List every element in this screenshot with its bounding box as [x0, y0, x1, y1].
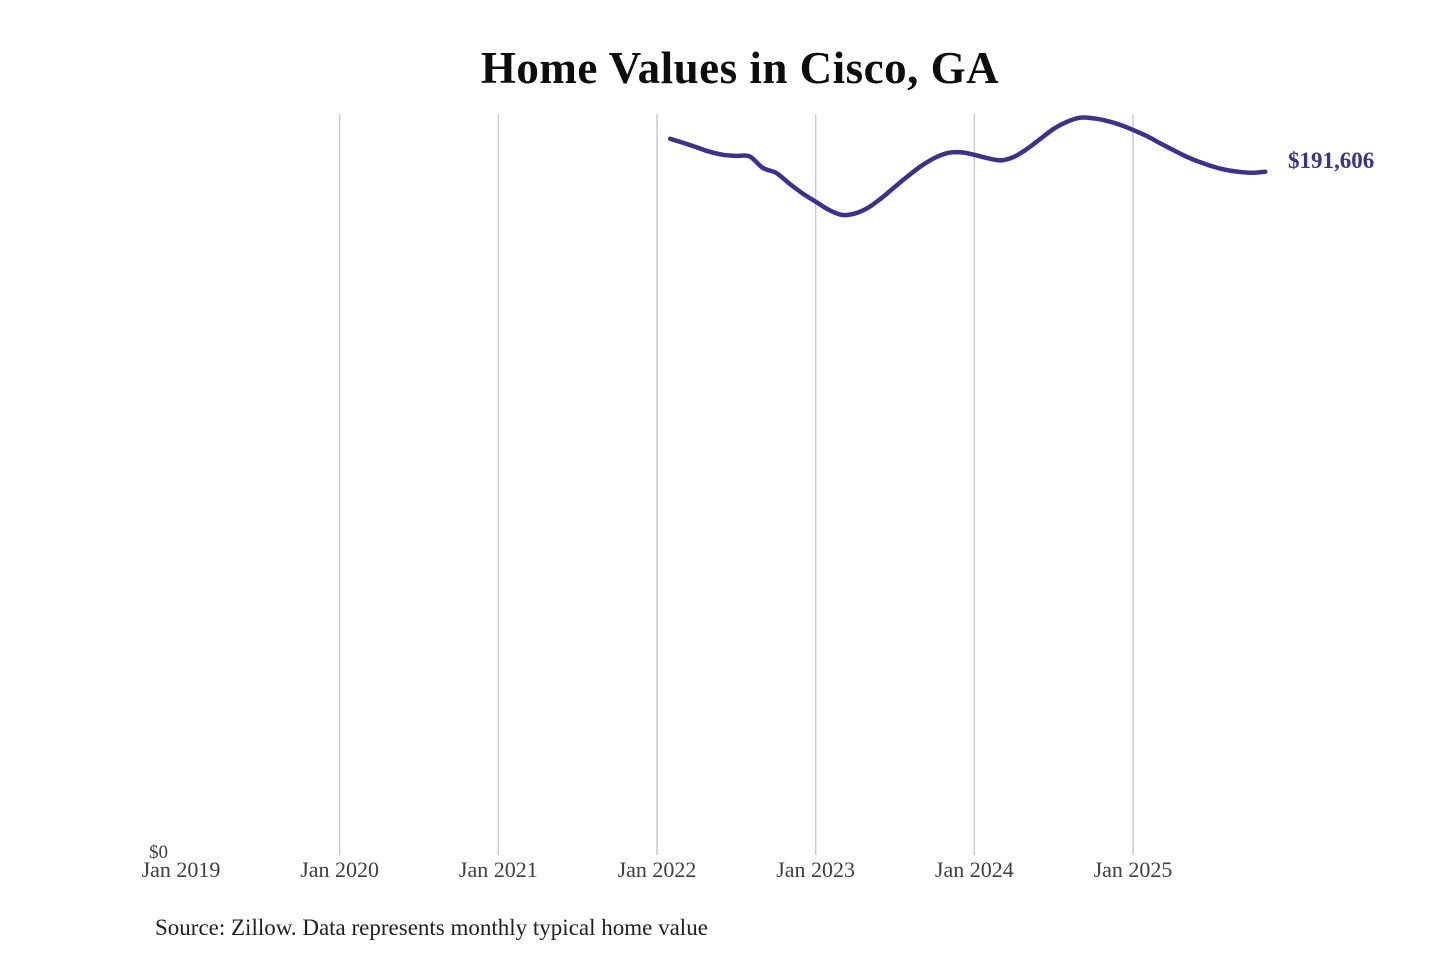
x-tick-label: Jan 2025 — [1093, 857, 1173, 882]
x-tick-label: Jan 2022 — [617, 857, 697, 882]
x-tick-label: Jan 2023 — [776, 857, 856, 882]
y-axis-zero-label: $0 — [149, 842, 168, 863]
x-tick-label: Jan 2024 — [934, 857, 1014, 882]
chart-title: Home Values in Cisco, GA — [480, 43, 1000, 93]
home-value-line — [667, 115, 1268, 218]
x-tick-label: Jan 2021 — [458, 857, 538, 882]
latest-value-label: $191,606 — [1288, 148, 1375, 173]
x-tick-label: Jan 2020 — [300, 857, 380, 882]
source-note: Source: Zillow. Data represents monthly … — [155, 915, 708, 940]
x-tick-label: Jan 2019 — [141, 857, 221, 882]
gridlines — [338, 114, 1134, 855]
